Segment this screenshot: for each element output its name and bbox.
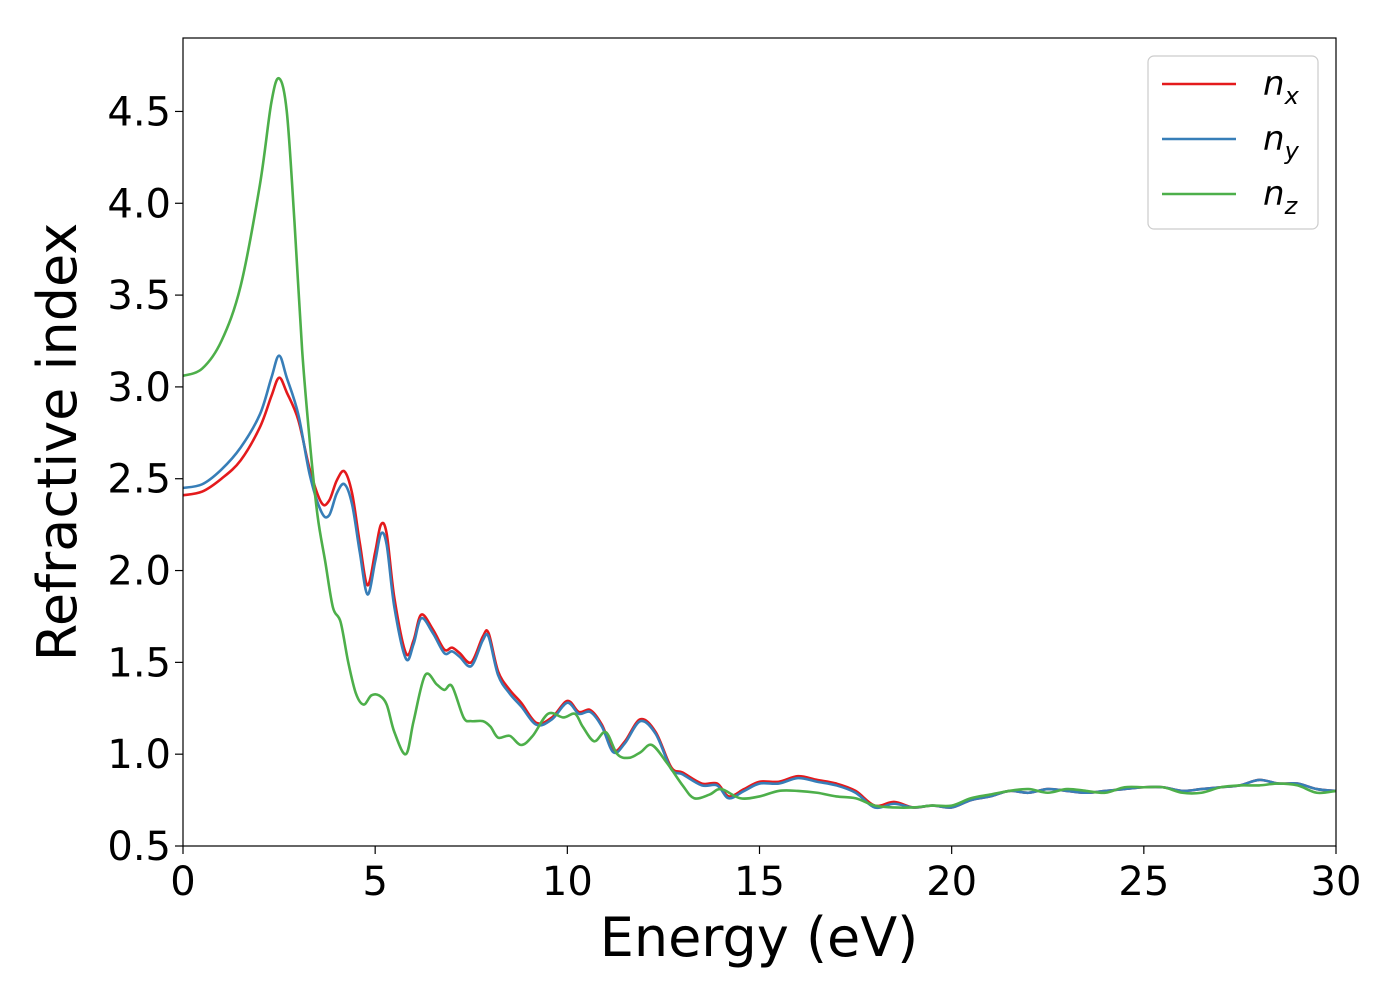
x-axis-title: Energy (eV): [600, 906, 919, 969]
y-tick-label: 1.0: [107, 732, 171, 778]
x-axis: 0 5 10 15 20 25 30: [170, 846, 1361, 905]
x-tick-label: 15: [734, 859, 785, 905]
x-tick-label: 20: [926, 859, 977, 905]
x-tick-label: 25: [1118, 859, 1169, 905]
y-tick-label: 2.5: [107, 457, 171, 503]
legend: nx ny nz: [1147, 55, 1319, 230]
legend-label-nx: nx: [1263, 64, 1300, 110]
x-tick-label: 0: [170, 859, 195, 905]
y-tick-label: 4.0: [107, 181, 171, 227]
x-tick-label: 10: [542, 859, 593, 905]
x-tick-label: 5: [362, 859, 387, 905]
series-line-ny: [183, 354, 1336, 810]
y-tick-label: 3.5: [107, 273, 171, 319]
y-tick-label: 0.5: [107, 824, 171, 870]
legend-label-nz: nz: [1263, 174, 1299, 220]
y-tick-label: 2.0: [107, 549, 171, 595]
series-layer: [183, 76, 1336, 810]
y-tick-label: 1.5: [107, 640, 171, 686]
y-axis: 0.5 1.0 1.5 2.0 2.5 3.0 3.5 4.0 4.5: [107, 89, 183, 870]
x-tick-label: 30: [1311, 859, 1362, 905]
legend-entries: nx ny nz: [1162, 64, 1300, 220]
y-tick-label: 4.5: [107, 89, 171, 135]
legend-label-ny: ny: [1263, 119, 1300, 165]
series-line-nz: [183, 76, 1336, 809]
y-axis-title: Refractive index: [26, 223, 89, 662]
y-tick-label: 3.0: [107, 365, 171, 411]
legend-box: [1147, 55, 1319, 230]
